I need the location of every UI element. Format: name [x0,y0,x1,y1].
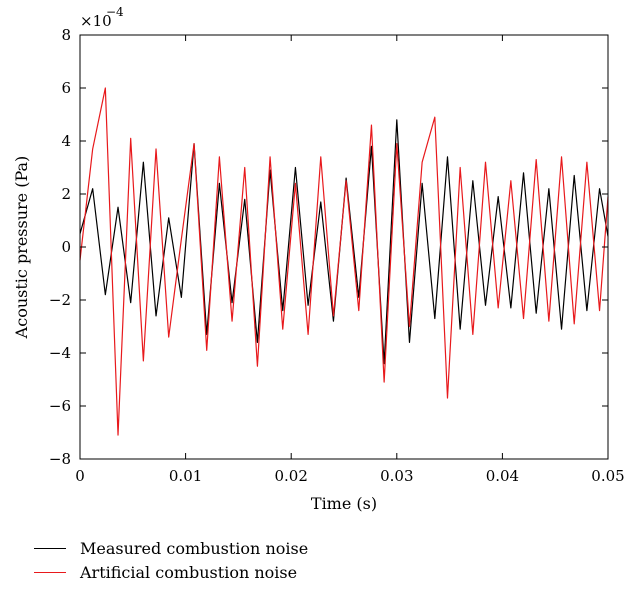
x-tick-label: 0.04 [486,467,519,485]
legend-swatch-measured [34,547,66,549]
x-axis-title: Time (s) [311,494,377,513]
legend-label-measured: Measured combustion noise [80,538,309,558]
x-tick-label: 0.02 [274,467,307,485]
series-layer [79,87,609,436]
y-tick-label: 0 [61,238,71,256]
legend: Measured combustion noise Artificial com… [34,536,308,584]
legend-item-artificial: Artificial combustion noise [34,560,308,584]
y-scale-exponent: −4 [106,5,124,19]
series-line-1 [79,87,609,436]
y-scale-base: ×10 [80,12,112,30]
y-tick-label: −4 [49,344,71,362]
y-tick-label: 4 [61,132,71,150]
y-tick-label: −8 [49,450,71,468]
legend-item-measured: Measured combustion noise [34,536,308,560]
x-tick-label: 0.03 [380,467,413,485]
legend-swatch-artificial [34,571,66,573]
x-tick-label: 0.05 [591,467,624,485]
tick-layer: 0 0.01 0.02 0.03 0.04 0.05 −8 −6 −4 −2 0 2 4 6 8 [49,26,625,485]
y-axis-title: Acoustic pressure (Pa) [12,156,31,340]
series-line-0 [79,119,609,365]
y-tick-label: 8 [61,26,71,44]
y-tick-label: 2 [61,185,71,203]
y-tick-label: 6 [61,79,71,97]
chart: 0 0.01 0.02 0.03 0.04 0.05 −8 −6 −4 −2 0 2 4 6 8 ×10 −… [12,5,625,513]
legend-label-artificial: Artificial combustion noise [80,562,298,582]
x-tick-label: 0.01 [169,467,202,485]
x-tick-label: 0 [75,467,85,485]
y-tick-label: −2 [49,291,71,309]
y-tick-label: −6 [49,397,71,415]
